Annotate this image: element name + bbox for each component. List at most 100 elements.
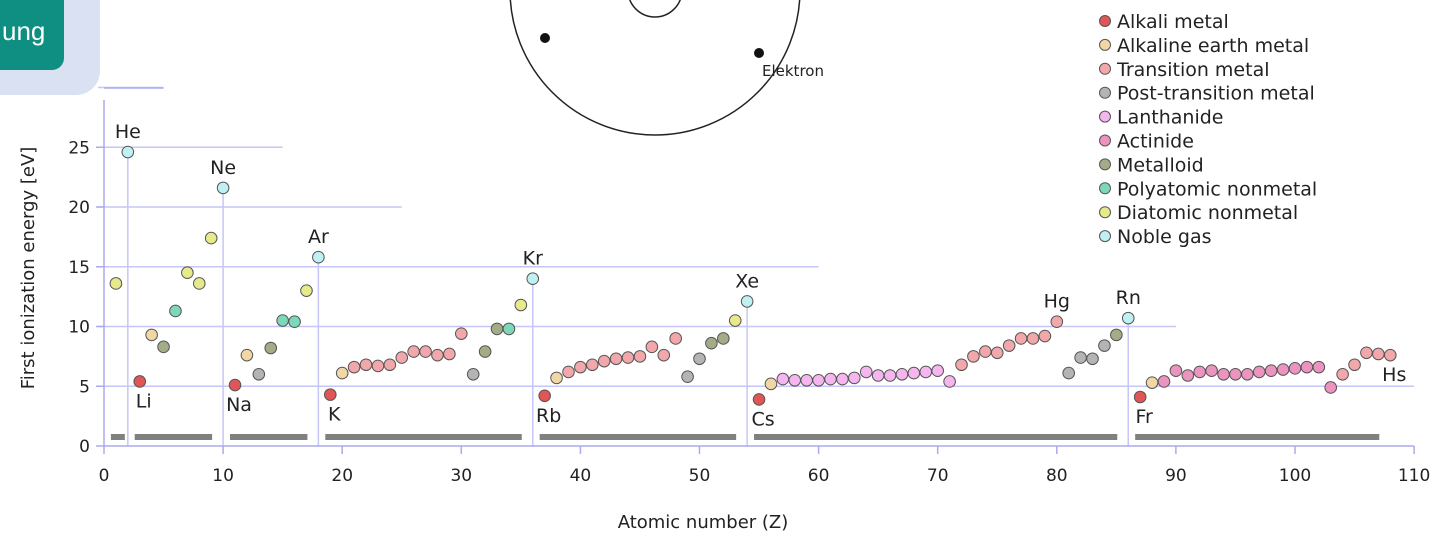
- legend-label: Metalloid: [1117, 154, 1204, 176]
- data-point: [181, 266, 194, 280]
- legend-label: Alkali metal: [1117, 11, 1229, 33]
- data-point: [395, 351, 409, 364]
- element-label: Ar: [308, 226, 329, 248]
- data-point: [443, 347, 456, 361]
- data-point: [300, 284, 313, 297]
- data-point: [1038, 329, 1052, 343]
- data-point: [1300, 360, 1314, 374]
- data-point: [455, 327, 468, 340]
- data-point: [800, 373, 813, 387]
- y-axis-title: First ionization energy [eV]: [18, 147, 39, 390]
- period-bar: [134, 434, 213, 440]
- outer-orbit: [509, 0, 801, 136]
- data-point: [109, 277, 123, 290]
- legend-label: Post-transition metal: [1117, 83, 1315, 105]
- legend-label: Actinide: [1117, 131, 1194, 153]
- data-point: [669, 332, 682, 345]
- data-point: [871, 369, 885, 382]
- period-bars-layer: [110, 434, 1380, 440]
- x-tick-label: 90: [1165, 466, 1187, 486]
- data-point: [1241, 368, 1254, 381]
- data-point: [1157, 375, 1171, 388]
- data-point: [407, 345, 420, 358]
- element-labels-layer: He Ne Ar Kr Xe Rn Hg Li Na K Rb Cs Fr Hs: [115, 121, 1407, 430]
- data-point: [276, 314, 289, 327]
- data-point: [597, 354, 611, 368]
- legend-marker: [1099, 15, 1111, 27]
- data-point: [859, 365, 873, 379]
- x-tick-label: 80: [1046, 466, 1068, 486]
- legend-marker: [1099, 230, 1111, 243]
- data-point: [1229, 368, 1242, 381]
- data-point: [192, 277, 206, 290]
- data-point: [1324, 381, 1338, 394]
- data-point: [990, 346, 1004, 360]
- period-bar: [325, 434, 522, 440]
- atom-orbit-diagram: Elektron: [509, 0, 824, 136]
- data-point: [431, 348, 444, 362]
- y-tick-label: 25: [68, 138, 90, 158]
- data-point: [848, 371, 861, 385]
- data-point: [836, 372, 849, 386]
- data-point: [1062, 366, 1076, 380]
- data-point: [1133, 390, 1147, 404]
- data-point: [419, 345, 432, 358]
- element-label: K: [328, 404, 341, 426]
- data-point: [121, 145, 135, 159]
- data-point: [1086, 352, 1099, 366]
- data-point: [371, 359, 385, 373]
- period-bar: [754, 434, 1118, 440]
- data-point: [359, 358, 373, 372]
- period-bar: [1135, 434, 1380, 440]
- x-tick-label: 20: [331, 466, 353, 486]
- data-point: [1145, 376, 1159, 389]
- x-tick-label: 40: [570, 466, 592, 486]
- y-tick-label: 0: [79, 437, 90, 457]
- data-point: [979, 345, 992, 358]
- axis-layer: 0 10 20 30 40 50 60 70 80 90 100 110 0 5 10 15 20 25: [68, 87, 1430, 486]
- y-tick-label: 20: [68, 198, 90, 218]
- data-point: [1205, 364, 1218, 378]
- data-point: [1026, 332, 1040, 345]
- data-point: [657, 348, 671, 362]
- data-point: [621, 351, 635, 364]
- data-point: [264, 341, 278, 355]
- data-point: [943, 375, 956, 388]
- data-point: [907, 366, 921, 380]
- data-point: [824, 372, 837, 386]
- data-point: [776, 372, 790, 386]
- legend-label: Transition metal: [1116, 59, 1270, 81]
- data-point: [466, 368, 480, 381]
- legend-label: Alkaline earth metal: [1117, 35, 1309, 57]
- data-point: [1181, 369, 1195, 382]
- period-bar: [110, 434, 125, 440]
- data-point: [1121, 311, 1135, 325]
- data-point: [204, 231, 218, 245]
- data-point: [526, 272, 540, 286]
- slide-badge: ung: [0, 0, 100, 95]
- x-axis-title: Atomic number (Z): [618, 512, 789, 533]
- legend-marker: [1099, 134, 1111, 147]
- data-point: [955, 358, 968, 372]
- legend-marker: [1099, 206, 1111, 219]
- data-point: [1383, 348, 1397, 362]
- period-bar: [230, 434, 308, 440]
- data-point: [1252, 365, 1266, 379]
- element-label: Xe: [735, 270, 759, 292]
- data-point: [216, 181, 230, 195]
- electron-dot-right: [754, 48, 764, 58]
- data-point: [145, 328, 158, 342]
- data-point: [633, 350, 647, 363]
- y-tick-label: 10: [68, 318, 90, 338]
- data-point: [931, 364, 945, 378]
- legend-marker: [1099, 182, 1111, 195]
- element-label: Fr: [1135, 406, 1153, 428]
- data-points-layer: [109, 145, 1397, 406]
- data-point: [1050, 315, 1064, 329]
- data-point: [1169, 364, 1183, 378]
- data-point: [1014, 332, 1028, 345]
- legend-marker: [1099, 110, 1111, 123]
- data-point: [681, 370, 694, 383]
